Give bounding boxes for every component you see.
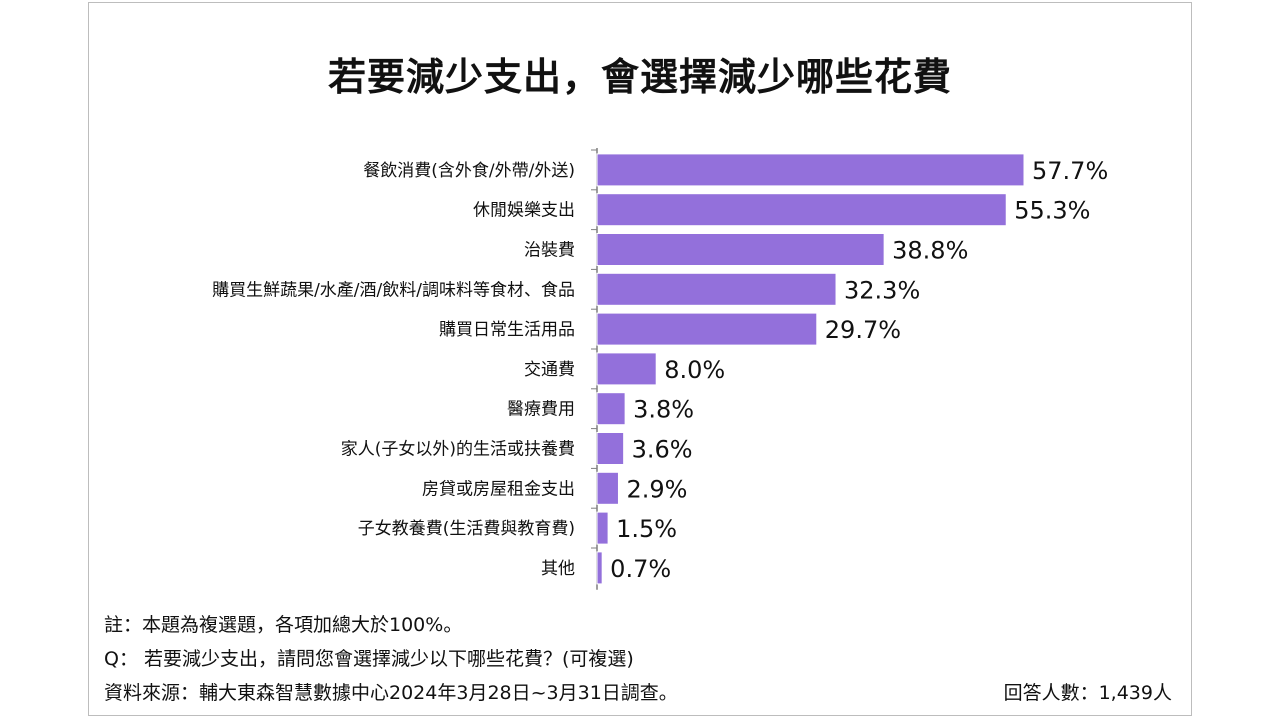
category-label: 家人(子女以外)的生活或扶養費 xyxy=(341,440,575,460)
category-label: 子女教養費(生活費與教育費) xyxy=(358,519,575,539)
category-label: 醫療費用 xyxy=(507,400,575,420)
category-label: 休閒娛樂支出 xyxy=(473,201,575,221)
value-label: 3.6% xyxy=(632,436,693,464)
category-label: 其他 xyxy=(541,559,575,579)
value-label: 1.5% xyxy=(616,515,677,543)
footnote-remark: 註：本題為複選題，各項加總大於100%。 xyxy=(104,614,463,636)
value-label: 29.7% xyxy=(825,316,901,344)
value-label: 55.3% xyxy=(1014,197,1090,225)
bar xyxy=(596,272,837,306)
bar xyxy=(596,392,626,426)
value-label: 57.7% xyxy=(1032,157,1108,185)
value-label: 3.8% xyxy=(633,396,694,424)
footnote-question: Q： 若要減少支出，請問您會選擇減少以下哪些花費？(可複選) xyxy=(104,648,634,670)
category-label: 購買日常生活用品 xyxy=(439,320,575,340)
footnote-source: 資料來源：輔大東森智慧數據中心2024年3月28日~3月31日調查。 xyxy=(104,682,678,704)
category-label: 餐飲消費(含外食/外帶/外送) xyxy=(363,161,575,181)
bar xyxy=(596,551,603,585)
respondent-count: 回答人數：1,439人 xyxy=(1003,682,1172,704)
value-label: 8.0% xyxy=(664,356,725,384)
bar xyxy=(596,352,657,386)
value-label: 2.9% xyxy=(626,475,687,503)
chart-title: 若要減少支出，會選擇減少哪些花費 xyxy=(327,55,952,99)
category-label: 治裝費 xyxy=(524,241,575,261)
category-label: 房貸或房屋租金支出 xyxy=(422,479,575,499)
bar xyxy=(596,511,609,545)
value-label: 0.7% xyxy=(610,555,671,583)
bar xyxy=(596,193,1007,227)
bar xyxy=(596,432,625,465)
category-label: 購買生鮮蔬果/水產/酒/飲料/調味料等食材、食品 xyxy=(212,280,575,300)
bar xyxy=(596,233,885,266)
value-label: 32.3% xyxy=(844,276,920,304)
bar xyxy=(596,312,818,346)
value-label: 38.8% xyxy=(892,237,968,265)
category-label: 交通費 xyxy=(524,360,575,380)
bar xyxy=(596,153,1025,187)
bar xyxy=(596,471,619,505)
